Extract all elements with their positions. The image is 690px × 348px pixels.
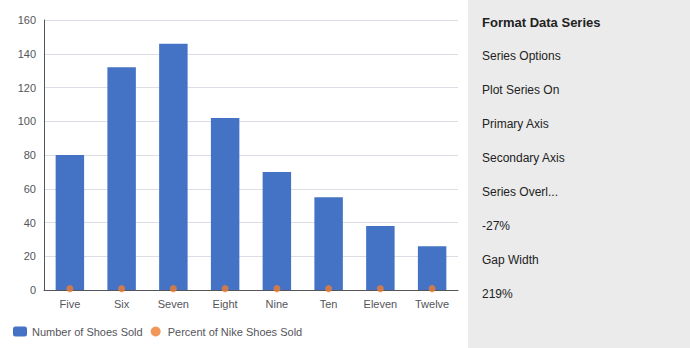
svg-text:40: 40 <box>24 217 36 229</box>
svg-text:Six: Six <box>114 298 130 310</box>
svg-text:120: 120 <box>18 82 36 94</box>
svg-text:Seven: Seven <box>158 298 189 310</box>
svg-text:219%: 219% <box>482 287 513 301</box>
svg-text:0: 0 <box>30 284 36 296</box>
svg-text:60: 60 <box>24 183 36 195</box>
svg-text:140: 140 <box>18 48 36 60</box>
svg-text:Primary Axis: Primary Axis <box>482 117 549 131</box>
svg-text:Twelve: Twelve <box>415 298 449 310</box>
svg-text:Eight: Eight <box>213 298 238 310</box>
svg-text:Secondary Axis: Secondary Axis <box>482 151 565 165</box>
svg-text:-27%: -27% <box>482 219 510 233</box>
svg-text:100: 100 <box>18 115 36 127</box>
svg-text:Ten: Ten <box>320 298 338 310</box>
svg-text:Nine: Nine <box>266 298 289 310</box>
svg-text:Number of Shoes Sold: Number of Shoes Sold <box>32 326 143 338</box>
svg-text:20: 20 <box>24 250 36 262</box>
svg-text:Format Data Series: Format Data Series <box>482 15 601 30</box>
svg-text:Series Overl...: Series Overl... <box>482 185 558 199</box>
svg-text:Plot Series On: Plot Series On <box>482 83 559 97</box>
svg-text:Percent of Nike Shoes Sold: Percent of Nike Shoes Sold <box>168 326 303 338</box>
svg-text:Five: Five <box>59 298 80 310</box>
svg-text:160: 160 <box>18 14 36 26</box>
svg-text:Series Options: Series Options <box>482 49 561 63</box>
svg-text:Eleven: Eleven <box>364 298 398 310</box>
svg-text:80: 80 <box>24 149 36 161</box>
svg-text:Gap Width: Gap Width <box>482 253 539 267</box>
